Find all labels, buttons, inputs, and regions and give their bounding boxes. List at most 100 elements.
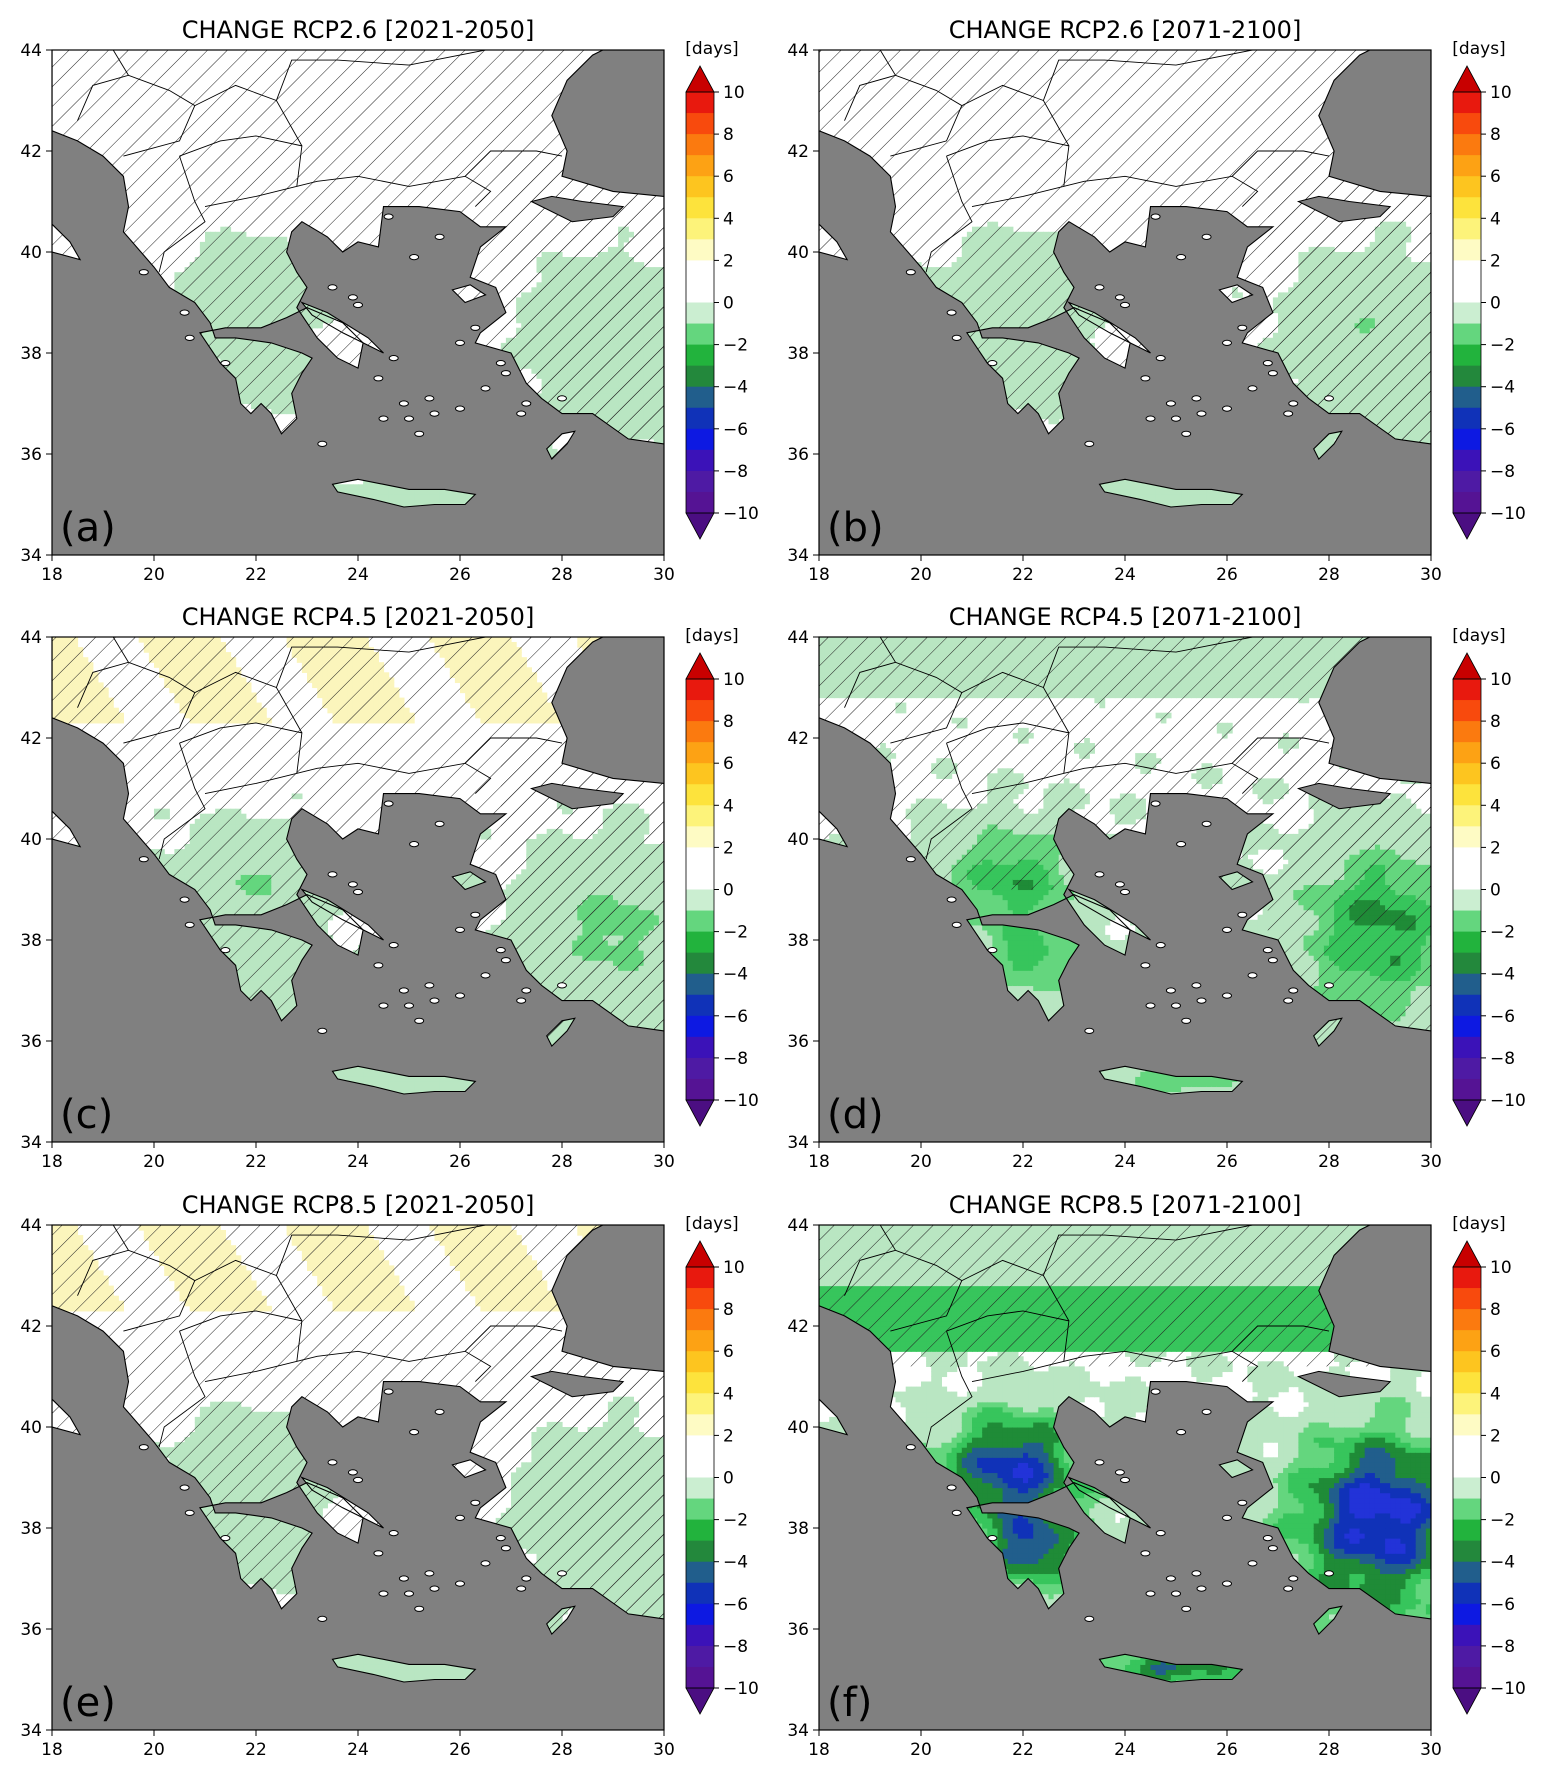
panel-label: (a) [60,505,116,551]
colorbar-band [686,176,714,198]
field-cell [1145,489,1152,495]
coastline [300,301,384,354]
field-cell [398,489,405,495]
country-border [112,50,129,76]
colorbar-tick-label: 2 [723,251,734,271]
field-cell [1160,499,1167,506]
field-cell [429,499,436,506]
field-cell [1170,489,1177,495]
field-cell [1155,484,1162,490]
field-cell [424,489,430,495]
map-area [52,50,664,555]
field-cell [388,494,395,501]
field-cell [1170,504,1177,507]
field-cell [347,484,354,490]
field-cell [1165,504,1172,507]
field-cell [393,499,400,506]
field-cell [409,499,415,506]
panel-title: CHANGE RCP2.6 [2021-2050] [182,16,535,44]
field-cell [388,484,395,490]
field-cell [1109,489,1116,495]
field-cell [363,494,369,501]
coastline [52,50,664,445]
field-cell [1114,479,1121,485]
field-cell [1191,499,1197,506]
field-cell [444,489,451,495]
field-cell [378,489,385,495]
field-cell [1170,499,1177,506]
field-cell [409,494,415,501]
colorbar-band [686,323,714,346]
field-cell [398,504,405,507]
field-cell [398,494,405,501]
field-cell [409,489,415,495]
field-cell [1130,489,1136,495]
field-cell [1176,489,1182,495]
y-tick-label: 40 [20,243,42,263]
country-border [179,135,303,187]
colorbar-band [686,449,714,472]
field-cell [460,494,466,501]
field-cell [1130,494,1136,501]
island [455,339,465,346]
field-cell [1176,494,1182,501]
field-cell [403,494,410,501]
coastline [451,284,487,304]
x-tick-label: 26 [449,565,471,585]
field-cell [439,494,446,501]
island [455,405,465,412]
field-cell [403,499,410,506]
field-cell [373,484,379,490]
island [404,415,414,422]
island [388,355,399,362]
island [184,334,195,341]
field-cell [444,499,451,506]
field-cell [454,494,461,501]
colorbar-band [686,407,714,430]
colorbar-tick-label: 0 [723,294,734,314]
y-tick-label: 34 [20,546,42,566]
field-cell [449,489,456,495]
island [353,301,363,309]
field-cell [1150,494,1157,501]
field-cell [1140,484,1146,490]
field-cell [1155,499,1162,506]
y-tick-label: 42 [20,142,42,162]
field-cell [1150,484,1157,490]
field-cell [393,494,400,501]
field-cell [1186,499,1192,506]
field-cell [460,499,466,506]
y-tick-label: 44 [20,41,42,61]
colorbar-tick-label: −8 [723,462,748,482]
field-cell [1155,494,1162,501]
map-area [819,50,1431,555]
colorbar-band [686,239,714,261]
field-cell [444,494,451,501]
field-cell [465,494,471,501]
colorbar-tick-label: −10 [723,504,759,524]
field-cell [388,489,395,495]
field-cell [1109,484,1116,490]
field-cell [439,499,446,506]
field-cell [429,494,436,501]
island [179,309,190,316]
island [521,400,532,407]
field-cell [373,489,379,495]
field-cell [434,499,441,506]
field-cell [378,494,385,501]
field-cell [454,499,461,506]
field-cell [414,494,420,501]
field-cell [1165,489,1172,495]
field-cell [1114,484,1121,490]
field-cell [1140,494,1146,501]
island [480,385,491,392]
colorbar-extend-high [685,65,715,93]
island [383,213,394,220]
field-cell [424,494,430,501]
field-cell [368,489,374,495]
field-cell [1181,499,1187,506]
field-cell [342,489,349,495]
field-cell [1191,494,1197,501]
colorbar-band [686,491,714,514]
field-cell [1135,489,1141,495]
